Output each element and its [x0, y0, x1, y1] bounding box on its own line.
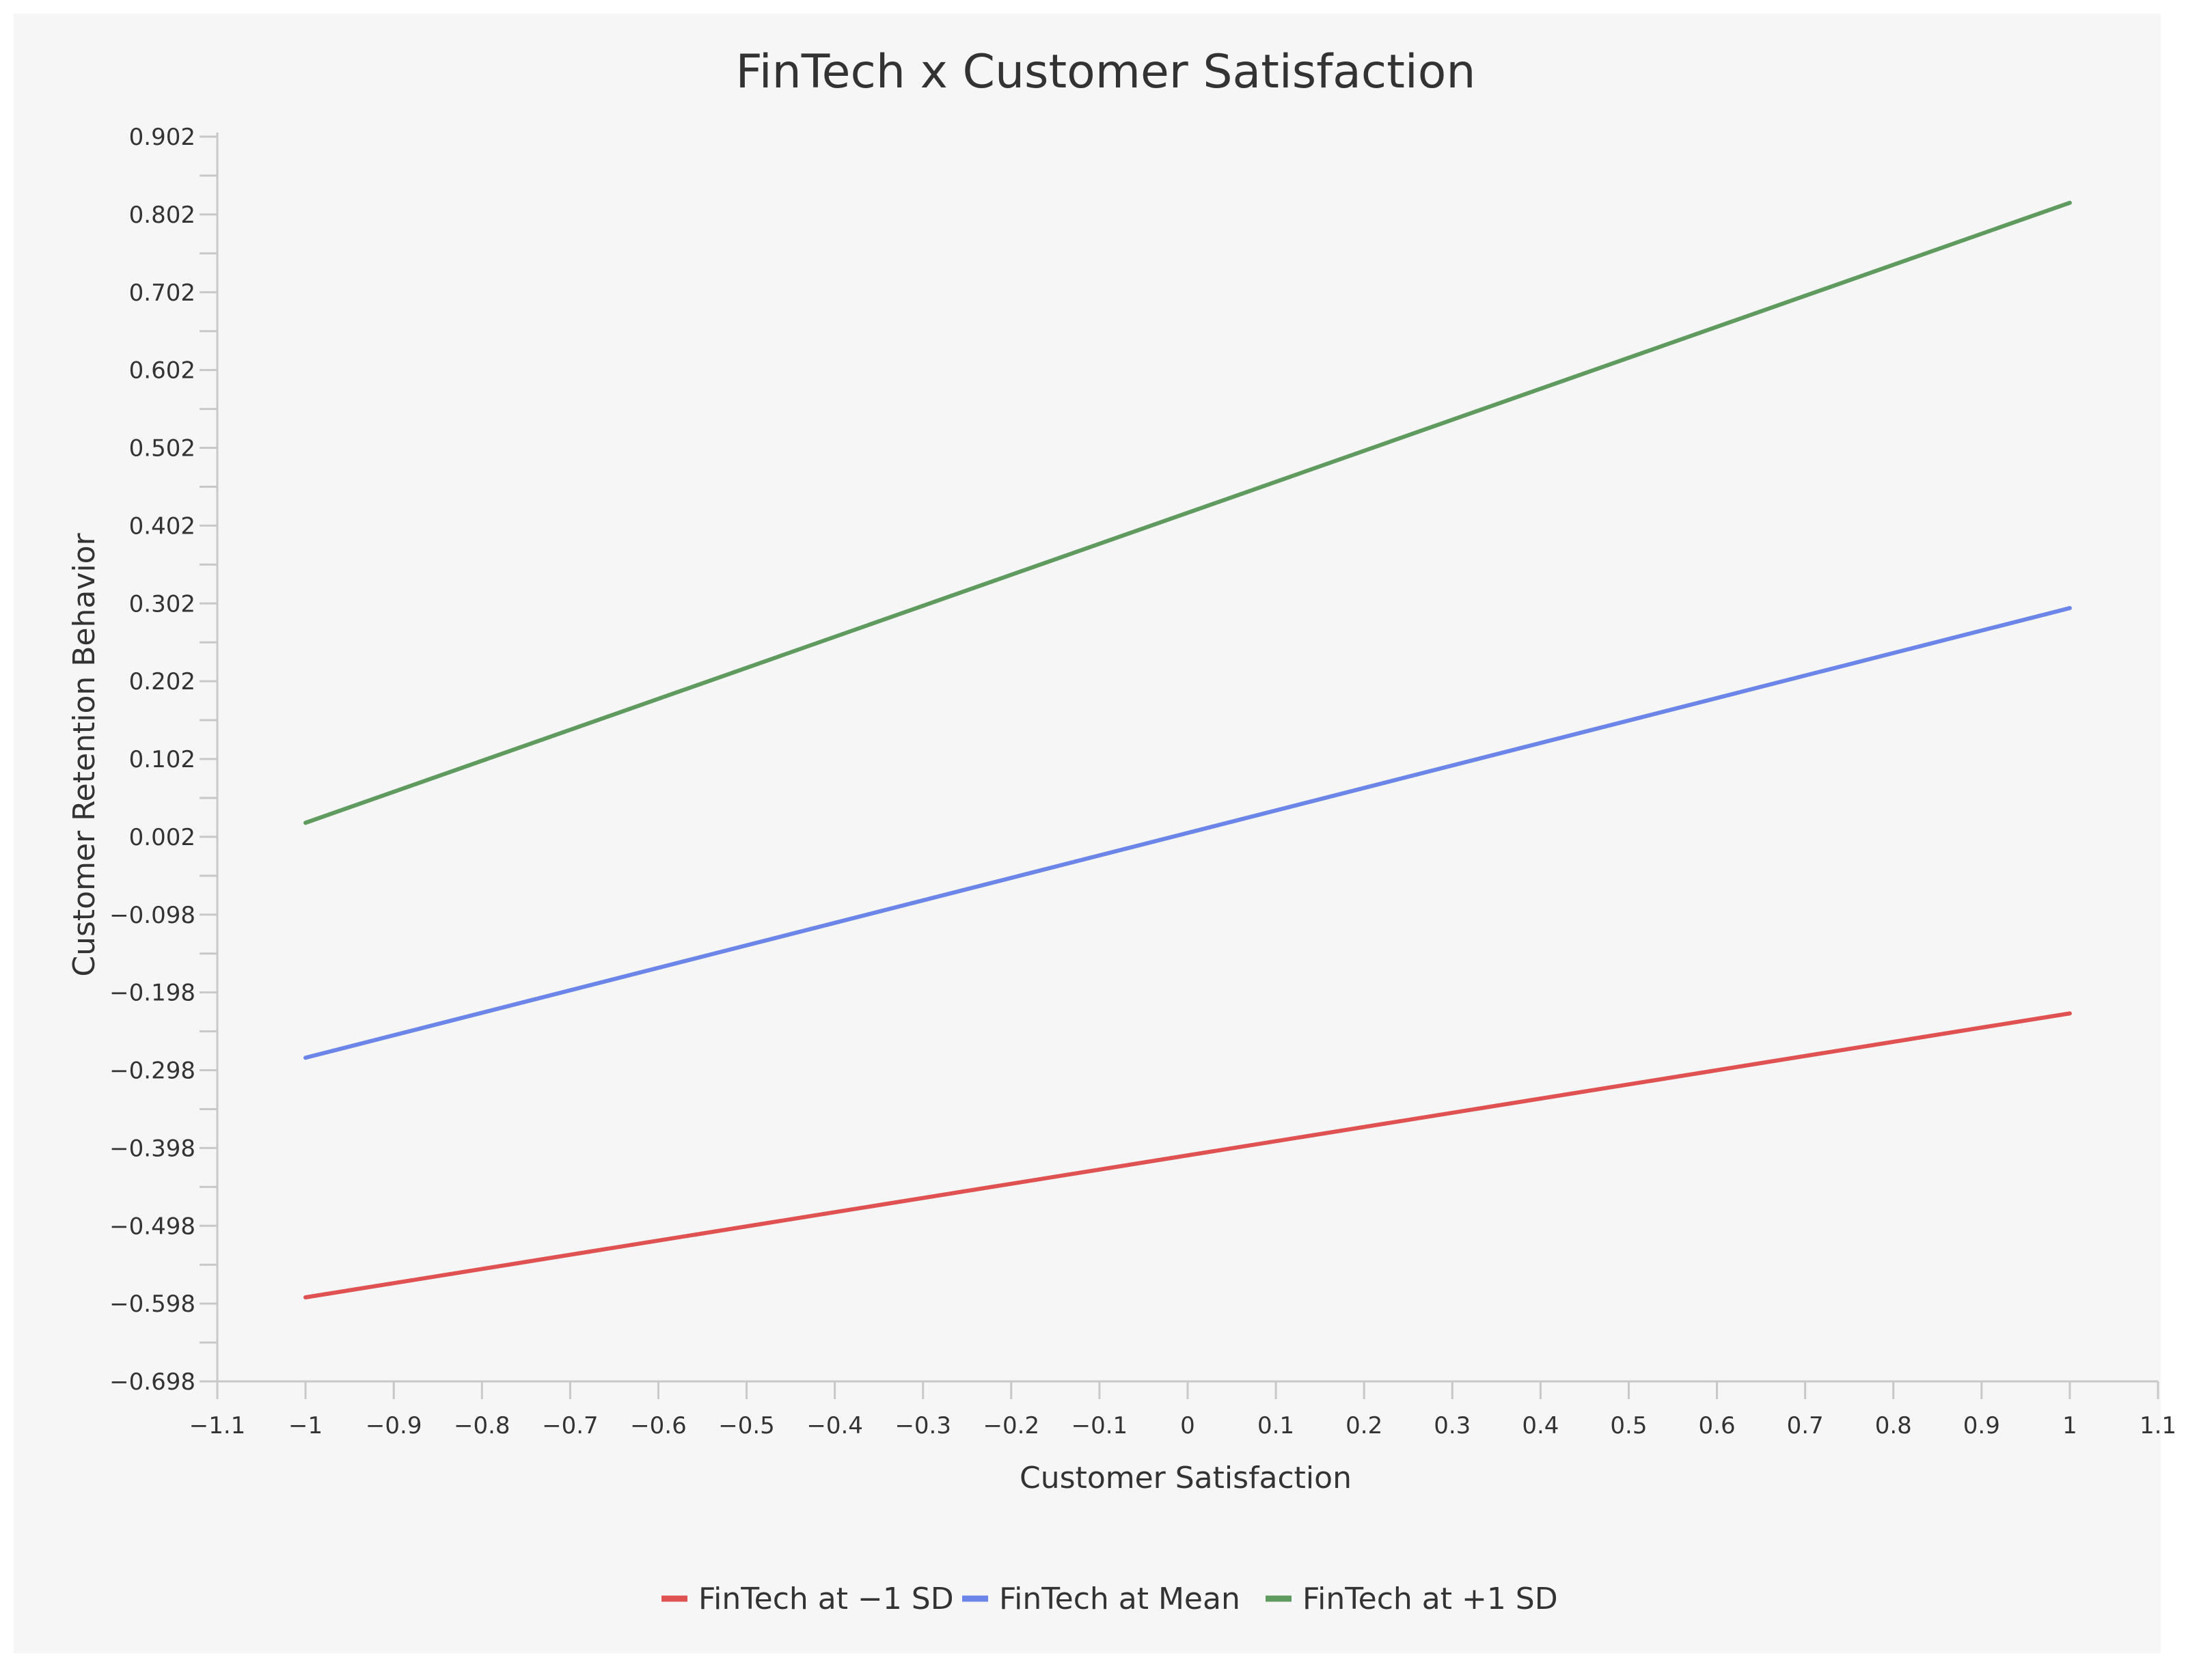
y-tick-label: 0.702 — [129, 279, 195, 307]
legend-item-2[interactable]: FinTech at Mean — [962, 1582, 1240, 1616]
y-tick-label: −0.298 — [109, 1058, 195, 1085]
chart-panel — [14, 14, 2161, 1653]
y-tick-label: 0.102 — [129, 746, 195, 773]
x-tick-label: −0.3 — [895, 1412, 951, 1439]
x-tick-label: −0.8 — [454, 1412, 510, 1439]
y-tick-label: −0.498 — [109, 1213, 195, 1240]
series-line-3 — [303, 200, 2072, 825]
chart-title: FinTech x Customer Satisfaction — [736, 45, 1476, 99]
y-tick-label: 0.802 — [129, 202, 195, 229]
y-axis: 0.902 0.802 0.702 0.602 0.502 0.402 0.302 0.202… — [109, 124, 219, 1396]
series-line-1 — [303, 1011, 2072, 1300]
series-group — [303, 200, 2072, 1300]
x-tick-label: −0.9 — [366, 1412, 422, 1439]
legend-item-1[interactable]: FinTech at −1 SD — [661, 1582, 954, 1616]
series-line-2 — [303, 606, 2072, 1060]
legend: FinTech at −1 SD FinTech at Mean FinTech a… — [661, 1582, 1558, 1616]
x-tick-label: 0 — [1180, 1412, 1195, 1439]
x-tick-label: −0.2 — [983, 1412, 1040, 1439]
y-tick-label: −0.198 — [109, 980, 195, 1007]
y-tick-label: 0.002 — [129, 824, 195, 851]
x-tick-label: −0.5 — [718, 1412, 775, 1439]
x-tick-label: 0.1 — [1257, 1412, 1294, 1439]
x-tick-label: −0.1 — [1071, 1412, 1128, 1439]
x-tick-label: 0.8 — [1875, 1412, 1912, 1439]
y-axis-title: Customer Retention Behavior — [67, 532, 102, 976]
y-tick-label: 0.602 — [129, 357, 195, 385]
y-tick-label: −0.398 — [109, 1135, 195, 1162]
x-tick-label: 0.7 — [1787, 1412, 1824, 1439]
x-tick-label: 0.2 — [1346, 1412, 1382, 1439]
x-tick-label: 0.5 — [1610, 1412, 1647, 1439]
x-tick-label: 0.3 — [1434, 1412, 1471, 1439]
x-axis: −1.1 −1 −0.9 −0.8 −0.7 −0.6 −0.5 −0.4 −0.3 −0.2 −0… — [189, 1380, 2176, 1439]
legend-label: FinTech at −1 SD — [698, 1582, 954, 1616]
x-tick-label: −0.4 — [806, 1412, 863, 1439]
y-tick-label: 0.902 — [129, 124, 195, 151]
x-tick-label: −1 — [288, 1412, 323, 1439]
y-tick-label: 0.302 — [129, 590, 195, 618]
legend-item-3[interactable]: FinTech at +1 SD — [1266, 1582, 1558, 1616]
x-tick-label: −0.6 — [630, 1412, 687, 1439]
y-tick-label: −0.098 — [109, 902, 195, 929]
x-tick-label: 0.4 — [1522, 1412, 1559, 1439]
y-tick-label: 0.502 — [129, 435, 195, 463]
legend-label: FinTech at Mean — [999, 1582, 1240, 1616]
x-tick-label: −0.7 — [542, 1412, 599, 1439]
x-tick-label: 1.1 — [2140, 1412, 2176, 1439]
y-tick-label: 0.202 — [129, 668, 195, 695]
x-tick-label: 1 — [2062, 1412, 2077, 1439]
y-tick-label: −0.698 — [109, 1368, 195, 1396]
x-tick-label: −1.1 — [189, 1412, 246, 1439]
y-tick-label: 0.402 — [129, 512, 195, 540]
x-axis-title: Customer Satisfaction — [1020, 1461, 1352, 1495]
legend-label: FinTech at +1 SD — [1302, 1582, 1558, 1616]
x-tick-label: 0.6 — [1699, 1412, 1736, 1439]
y-tick-label: −0.598 — [109, 1291, 195, 1318]
x-tick-label: 0.9 — [1963, 1412, 2000, 1439]
